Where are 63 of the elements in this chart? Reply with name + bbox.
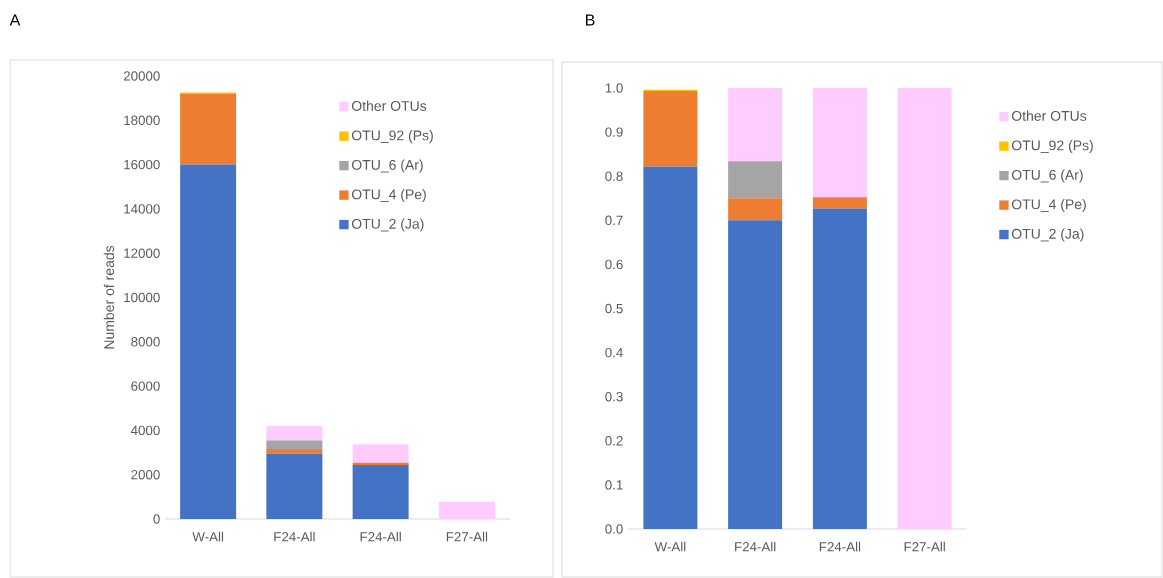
y-tick-label: 18000 (124, 115, 160, 126)
legend-label: OTU_2 (Ja) (351, 218, 424, 232)
bar (266, 453, 323, 519)
y-tick-label: 0.6 (605, 259, 623, 270)
bar (643, 91, 698, 167)
y-tick-label: 14000 (124, 204, 160, 214)
legend-label: OTU_2 (Ja) (1011, 228, 1084, 242)
bar (728, 198, 783, 221)
bar (352, 444, 409, 463)
bar (438, 501, 495, 519)
legend-label: Other OTUs (351, 100, 427, 111)
y-tick-label: 0.5 (605, 303, 623, 314)
bar (180, 164, 237, 519)
legend-label: OTU_6 (Ar) (1011, 169, 1083, 183)
y-tick-label: 0.0 (605, 524, 623, 534)
bar (352, 462, 409, 465)
y-tick-label: 1.0 (605, 83, 623, 93)
x-tick-label: F24-All (274, 531, 315, 542)
x-tick-label: W-All (192, 531, 224, 542)
bar (266, 440, 323, 450)
y-axis-title: Number of reads (103, 245, 115, 349)
bar (728, 161, 783, 199)
bar (812, 208, 867, 529)
legend-label: OTU_4 (Pe) (1011, 199, 1086, 213)
y-tick-label: 10000 (124, 292, 160, 303)
y-tick-label: 12000 (124, 248, 160, 258)
y-tick-label: 0.2 (605, 436, 623, 446)
text: B (585, 14, 595, 26)
y-tick-label: 0.9 (605, 127, 623, 137)
x-tick-label: W-All (654, 541, 686, 552)
y-tick-label: 4000 (130, 425, 160, 436)
y-tick-label: 0.3 (605, 391, 623, 402)
bar (728, 220, 783, 529)
bar (643, 166, 698, 529)
y-tick-label: 6000 (131, 381, 160, 391)
y-tick-label: 2000 (131, 469, 160, 480)
legend-label: OTU_6 (Ar) (351, 159, 423, 173)
y-tick-label: 0.8 (605, 171, 623, 181)
legend-label: OTU_92 (Ps) (1011, 140, 1093, 154)
legend-label: Other OTUs (1011, 110, 1087, 121)
x-tick-label: F24-All (735, 541, 776, 552)
bar (266, 425, 323, 441)
bar (180, 93, 237, 165)
y-tick-label: 0.1 (605, 480, 623, 490)
y-tick-label: 16000 (124, 159, 160, 170)
legend-label: OTU_92 (Ps) (351, 130, 433, 144)
bar (812, 197, 867, 209)
x-tick-label: F24-All (819, 541, 861, 552)
y-tick-label: 0.7 (605, 215, 623, 226)
x-tick-label: F27-All (904, 541, 945, 552)
y-tick-label: 8000 (131, 337, 160, 347)
bar (897, 88, 952, 529)
x-tick-label: F27-All (446, 531, 488, 542)
text: A (9, 14, 21, 26)
bar (728, 88, 783, 162)
y-tick-label: 0.4 (605, 347, 623, 358)
x-tick-label: F24-All (360, 531, 401, 542)
bar (266, 449, 323, 454)
legend-label: OTU_4 (Pe) (351, 189, 426, 203)
bar (812, 88, 867, 198)
y-tick-label: 20000 (123, 71, 160, 81)
y-tick-label: 0 (153, 514, 160, 524)
bar (352, 464, 409, 519)
